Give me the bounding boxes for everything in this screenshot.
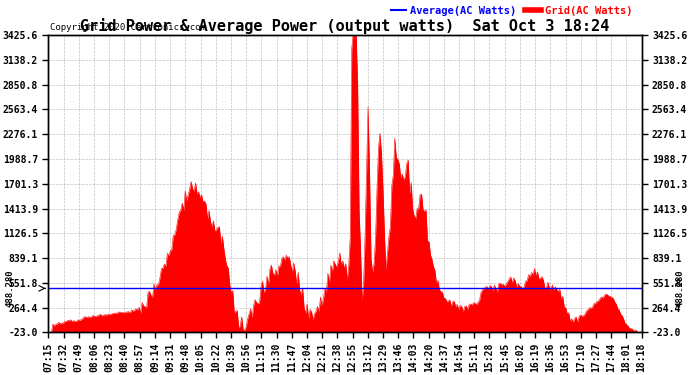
Legend: Average(AC Watts), Grid(AC Watts): Average(AC Watts), Grid(AC Watts) [386, 2, 636, 20]
Text: Copyright 2020 Cartronics.com: Copyright 2020 Cartronics.com [50, 23, 206, 32]
Title: Grid Power & Average Power (output watts)  Sat Oct 3 18:24: Grid Power & Average Power (output watts… [80, 18, 610, 34]
Text: 488.280: 488.280 [676, 270, 684, 307]
Text: 488.280: 488.280 [6, 270, 14, 307]
